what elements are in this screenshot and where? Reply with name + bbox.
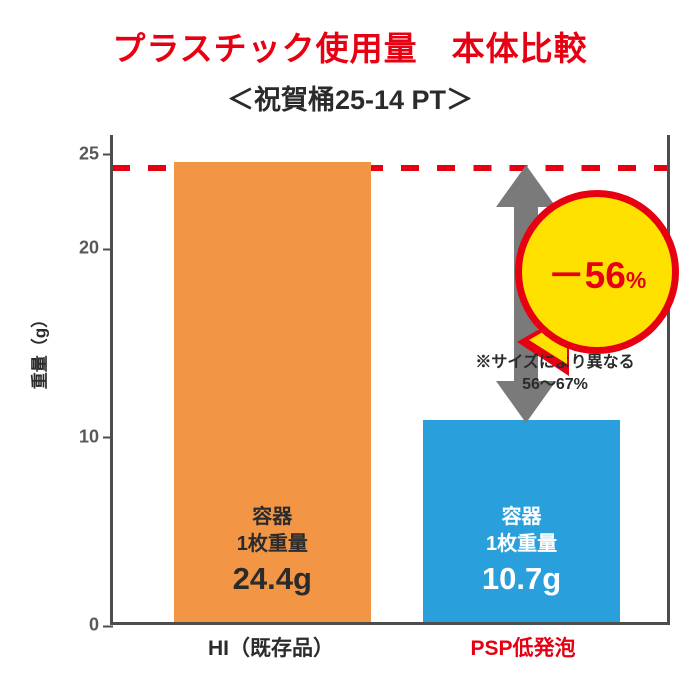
- bar-hi: 容器1枚重量24.4g: [174, 162, 371, 622]
- y-axis-label: 重量（g）: [26, 311, 51, 389]
- chart-subtitle: ＜祝賀桶25-14 PT＞: [0, 78, 700, 117]
- y-tick: 20: [79, 238, 113, 259]
- chart-stage: プラスチック使用量 本体比較 ＜祝賀桶25-14 PT＞ 重量（g） 0 10 20…: [0, 0, 700, 700]
- bar-caption-psp: 容器1枚重量10.7g: [423, 504, 620, 600]
- bar-psp: 容器1枚重量10.7g: [423, 420, 620, 622]
- footnote-line2: 56～67%: [522, 376, 588, 393]
- reduction-callout: －56%: [515, 190, 679, 354]
- bar-caption-hi: 容器1枚重量24.4g: [174, 504, 371, 600]
- x-label-psp: PSP低発泡: [424, 632, 623, 662]
- y-tick: 25: [79, 143, 113, 164]
- y-tick: 0: [89, 615, 113, 636]
- x-label-hi: HI（既存品）: [172, 632, 371, 662]
- callout-value: －56%: [548, 245, 647, 299]
- y-tick: 10: [79, 426, 113, 447]
- reduction-arrow-head-up: [496, 165, 556, 207]
- chart-title: プラスチック使用量 本体比較: [0, 22, 700, 70]
